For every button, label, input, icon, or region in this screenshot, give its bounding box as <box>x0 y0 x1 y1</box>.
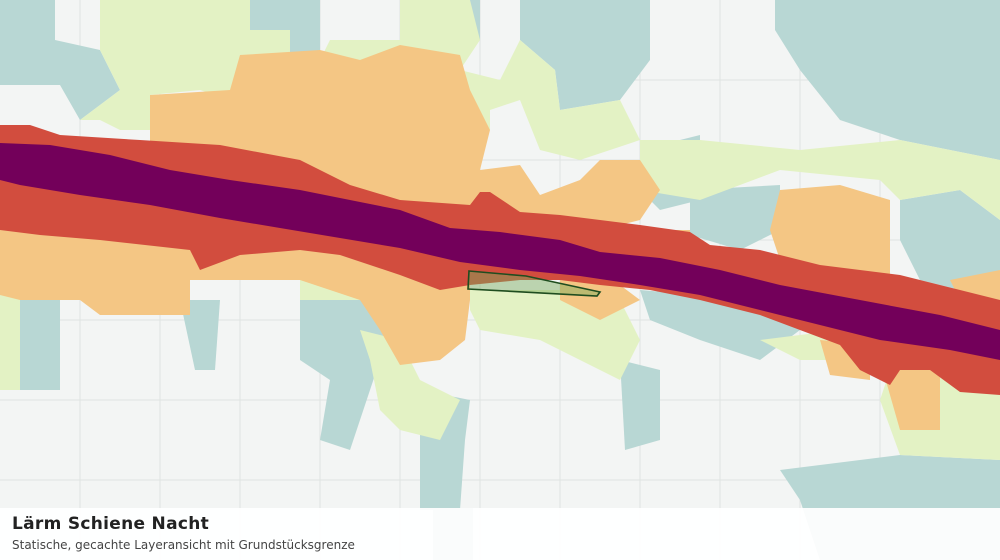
parcel-boundary <box>467 270 602 297</box>
caption: Lärm Schiene Nacht Statische, gecachte L… <box>0 508 1000 560</box>
map-subtitle: Statische, gecachte Layeransicht mit Gru… <box>12 538 355 552</box>
noise-zone-purple <box>0 143 1000 360</box>
map-title: Lärm Schiene Nacht <box>12 514 210 534</box>
